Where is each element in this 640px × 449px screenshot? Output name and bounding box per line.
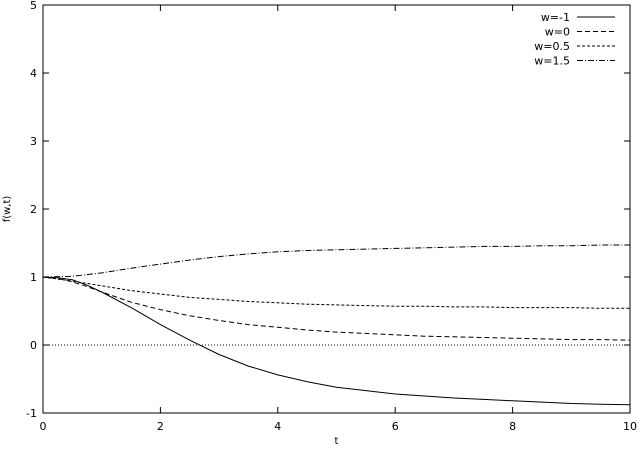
legend-label-1: w=0	[545, 26, 570, 39]
x-axis-label: t	[335, 436, 339, 447]
y-tick-label: 0	[30, 339, 37, 352]
series-layer	[42, 244, 631, 406]
x-tick-label: 8	[509, 420, 516, 433]
series-line-0	[42, 276, 631, 406]
y-tick-label: -1	[26, 407, 37, 420]
series-line-1	[42, 276, 631, 341]
legend-label-0: w=-1	[541, 11, 570, 24]
y-tick-label: 3	[30, 135, 37, 148]
legend: w=-1 w=0w=0.5 w=1.5	[534, 11, 615, 68]
series-line-3	[42, 244, 630, 278]
legend-label-3: w=1.5	[534, 55, 570, 68]
x-tick-label: 2	[157, 420, 164, 433]
x-tick-label: 4	[274, 420, 281, 433]
x-tick-label: 0	[40, 420, 47, 433]
x-tick-label: 10	[623, 420, 637, 433]
y-axis-label: f(w,t)	[2, 196, 13, 223]
y-tick-label: 4	[30, 67, 37, 80]
y-tick-label: 5	[30, 0, 37, 12]
y-tick-label: 2	[30, 203, 37, 216]
legend-label-2: w=0.5	[534, 40, 570, 53]
series-line-2	[42, 276, 630, 309]
y-tick-label: 1	[30, 271, 37, 284]
x-tick-label: 6	[392, 420, 399, 433]
